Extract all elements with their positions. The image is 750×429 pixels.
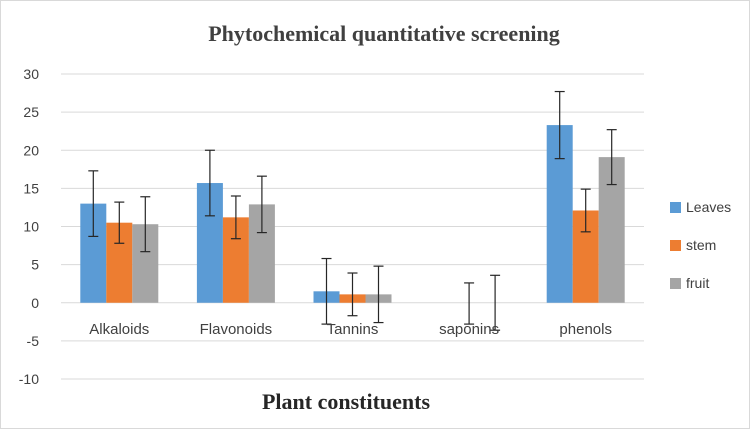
- legend: Leaves stem fruit: [670, 199, 731, 291]
- category-label: Tannins: [327, 321, 379, 338]
- chart-title: Phytochemical quantitative screening: [208, 21, 560, 46]
- legend-label: Leaves: [686, 199, 731, 215]
- legend-label: fruit: [686, 275, 709, 291]
- y-axis-ticks: -10 -5 0 5 10 15 20 25 30: [19, 66, 39, 387]
- legend-swatch: [670, 202, 681, 213]
- category-labels: Alkaloids Flavonoids Tannins saponins phenol…: [89, 321, 612, 338]
- category-label: Flavonoids: [200, 321, 273, 338]
- error-bars: [88, 90, 617, 331]
- y-tick-label: 0: [31, 295, 39, 311]
- category-label: Alkaloids: [89, 321, 149, 338]
- y-tick-label: 30: [23, 66, 39, 82]
- category-label: phenols: [559, 321, 612, 338]
- y-tick-label: 10: [23, 219, 39, 235]
- y-tick-label: 25: [23, 104, 39, 120]
- x-axis-title: Plant constituents: [262, 389, 431, 414]
- y-tick-label: 20: [23, 142, 39, 158]
- bars: [80, 125, 625, 303]
- y-tick-label: -10: [19, 371, 39, 387]
- category-label: saponins: [439, 321, 499, 338]
- legend-swatch: [670, 240, 681, 251]
- legend-label: stem: [686, 237, 716, 253]
- y-tick-label: -5: [27, 333, 40, 349]
- y-tick-label: 15: [23, 180, 39, 196]
- legend-swatch: [670, 278, 681, 289]
- y-tick-label: 5: [31, 257, 39, 273]
